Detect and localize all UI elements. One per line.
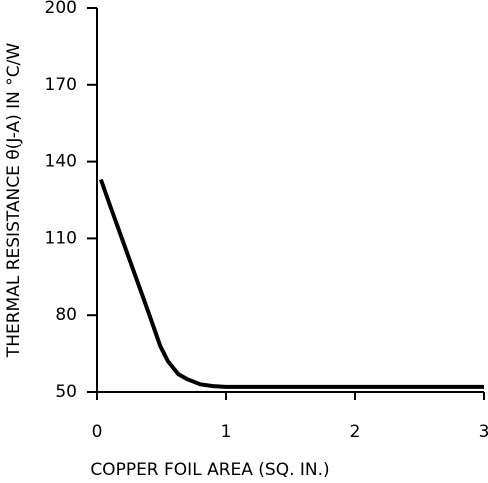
- y-tick-label: 110: [45, 228, 77, 248]
- y-tick-label: 140: [45, 152, 77, 172]
- y-tick-label: 200: [45, 0, 77, 18]
- x-axis-label: COPPER FOIL AREA (SQ. IN.): [90, 460, 329, 480]
- y-tick-label: 50: [55, 382, 77, 402]
- x-tick-label: 2: [350, 422, 361, 442]
- x-tick-label: 1: [221, 422, 232, 442]
- y-axis-label: THERMAL RESISTANCE θ(J-A) IN °C/W: [4, 43, 24, 359]
- y-tick-label: 80: [55, 305, 77, 325]
- x-tick-label: 0: [92, 422, 103, 442]
- y-tick-label: 170: [45, 75, 77, 95]
- x-tick-label: 3: [479, 422, 488, 442]
- line: [98, 178, 484, 389]
